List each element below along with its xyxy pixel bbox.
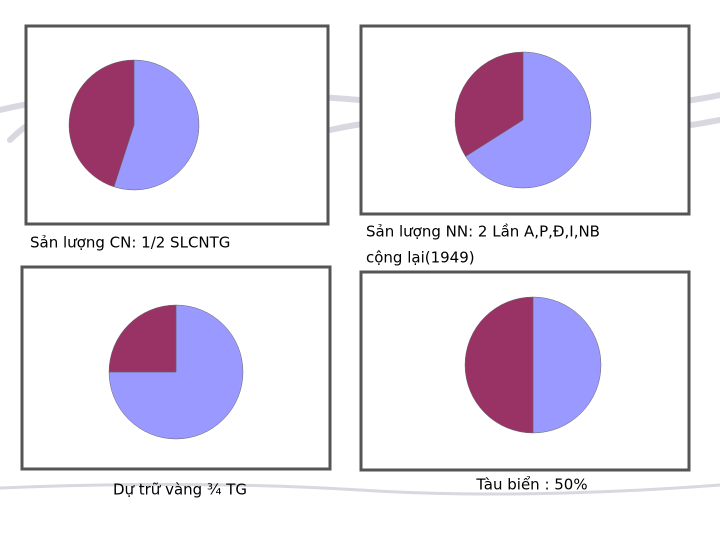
pie-slice bbox=[464, 296, 534, 434]
pie-slice bbox=[532, 296, 602, 434]
pie-slice bbox=[454, 51, 524, 157]
caption: Dự trữ vàng ¾ TG bbox=[113, 481, 247, 499]
caption: Tàu biển : 50% bbox=[475, 476, 587, 494]
pie-slice bbox=[68, 59, 135, 188]
caption: Sản lượng NN: 2 Lần A,P,Đ,I,NB bbox=[366, 223, 600, 241]
pie-slice bbox=[108, 304, 244, 440]
pie-slice bbox=[108, 304, 177, 373]
caption: cộng lại(1949) bbox=[366, 249, 475, 267]
caption: Sản lượng CN: 1/2 SLCNTG bbox=[30, 234, 230, 252]
pie-slice bbox=[465, 51, 592, 189]
pie-slice bbox=[113, 59, 200, 191]
